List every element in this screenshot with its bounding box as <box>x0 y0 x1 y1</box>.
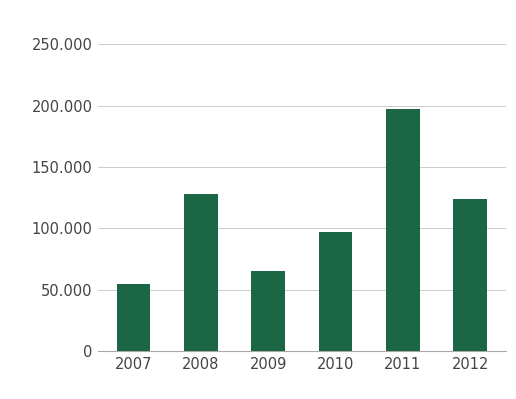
Bar <box>117 284 150 351</box>
Bar <box>184 194 218 351</box>
Bar <box>319 232 352 351</box>
Bar <box>454 199 487 351</box>
Bar <box>251 271 285 351</box>
Bar <box>386 109 420 351</box>
